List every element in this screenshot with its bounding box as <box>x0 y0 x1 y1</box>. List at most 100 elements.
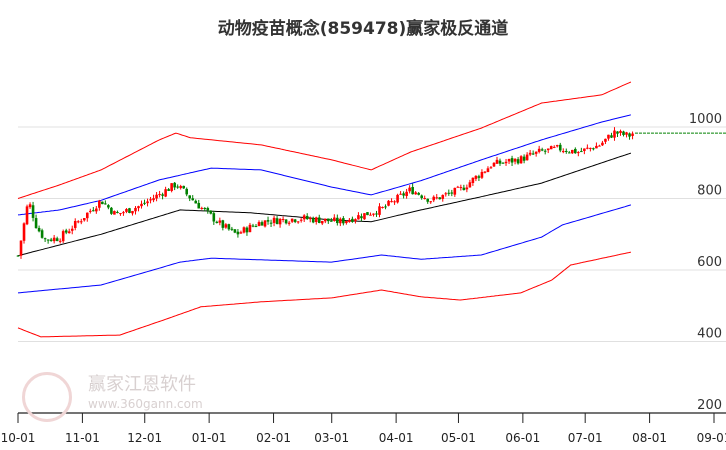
candle-up <box>224 224 228 228</box>
candle-up <box>140 203 143 207</box>
candle-down <box>498 160 502 164</box>
candle-down <box>501 162 505 164</box>
candle-down <box>616 131 619 134</box>
candle-up <box>52 237 56 242</box>
watermark-url: www.360gann.com <box>88 397 203 411</box>
candle-up <box>149 199 152 201</box>
chart-title: 动物疫苗概念(859478)赢家极反通道 <box>217 19 509 39</box>
candle-up <box>492 162 496 167</box>
candle-down <box>254 226 258 228</box>
candle-up <box>152 198 155 201</box>
candle-down <box>305 215 309 220</box>
candle-up <box>571 149 574 154</box>
candle-down <box>245 227 249 233</box>
candle-up <box>453 187 457 195</box>
band-outer-upper <box>17 81 632 199</box>
candle-down <box>185 188 189 195</box>
candle-down <box>384 206 387 208</box>
candle-up <box>272 217 276 223</box>
candle-down <box>55 238 59 241</box>
candle-up <box>555 145 559 147</box>
candle-down <box>342 218 345 224</box>
x-tick-label: 01-01 <box>192 431 227 445</box>
candle-down <box>191 198 195 201</box>
candle-down <box>420 195 423 199</box>
candle-up <box>393 201 396 203</box>
candle-down <box>188 195 192 199</box>
candle-down <box>375 213 378 215</box>
candle-down <box>540 149 544 151</box>
candle-up <box>158 194 161 196</box>
candle-up <box>200 207 204 209</box>
candle-down <box>564 150 568 152</box>
candle-down <box>37 227 41 232</box>
candle-up <box>414 192 417 195</box>
candle-up <box>483 171 487 173</box>
candle-up <box>134 207 137 212</box>
x-tick-label: 05-01 <box>441 431 476 445</box>
candle-down <box>194 200 198 204</box>
candle-down <box>176 186 179 188</box>
candle-up <box>263 220 267 227</box>
candle-down <box>40 230 44 238</box>
candle-down <box>610 135 613 138</box>
candle-down <box>351 218 354 222</box>
candle-up <box>423 198 426 200</box>
candle-down <box>360 216 363 219</box>
band-middle <box>17 152 632 257</box>
candle-down <box>516 159 520 164</box>
candle-down <box>326 218 330 222</box>
candle-up <box>625 132 628 135</box>
candle-down <box>426 198 430 202</box>
candle-down <box>522 156 526 161</box>
candle-up <box>302 215 306 220</box>
candle-up <box>405 191 408 196</box>
candle-up <box>73 220 77 228</box>
candle-up <box>345 221 348 224</box>
x-tick-label: 10-01 <box>1 431 36 445</box>
candle-up <box>546 148 550 151</box>
candle-down <box>567 152 571 154</box>
candle-down <box>92 210 95 212</box>
band-outer-lower <box>17 251 632 338</box>
candle-down <box>402 193 405 196</box>
candle-down <box>558 144 562 151</box>
candle-up <box>390 201 393 203</box>
candle-down <box>230 228 234 230</box>
candle-up <box>89 210 92 212</box>
candle-down <box>275 218 279 225</box>
candle-down <box>173 182 176 188</box>
candle-up <box>552 146 556 148</box>
candle-up <box>504 161 508 164</box>
candle-up <box>486 168 490 173</box>
candle-down <box>128 208 131 213</box>
candle-up <box>432 196 436 201</box>
candle-up <box>131 211 134 214</box>
candle-up <box>98 200 101 208</box>
candle-down <box>336 217 339 224</box>
candle-down <box>574 148 577 154</box>
candle-down <box>622 131 625 135</box>
candle-up <box>595 145 598 149</box>
y-tick-label: 200 <box>697 398 722 413</box>
candle-down <box>266 220 270 222</box>
candle-down <box>260 222 264 226</box>
candle-up <box>242 227 246 233</box>
candle-down <box>450 192 454 194</box>
candle-up <box>604 138 607 142</box>
candle-up <box>248 224 252 233</box>
candle-up <box>619 130 622 134</box>
candle-up <box>613 130 616 138</box>
candle-down <box>206 208 210 211</box>
candle-down <box>317 217 321 223</box>
x-tick-label: 04-01 <box>379 431 414 445</box>
x-tick-label: 07-01 <box>568 431 603 445</box>
candle-up <box>79 221 83 223</box>
candle-up <box>339 218 342 224</box>
candle-up <box>278 218 282 225</box>
candle-up <box>333 217 336 221</box>
candle-up <box>441 195 445 199</box>
candle-down <box>46 239 50 241</box>
candle-up <box>363 213 366 220</box>
candle-down <box>580 151 583 153</box>
